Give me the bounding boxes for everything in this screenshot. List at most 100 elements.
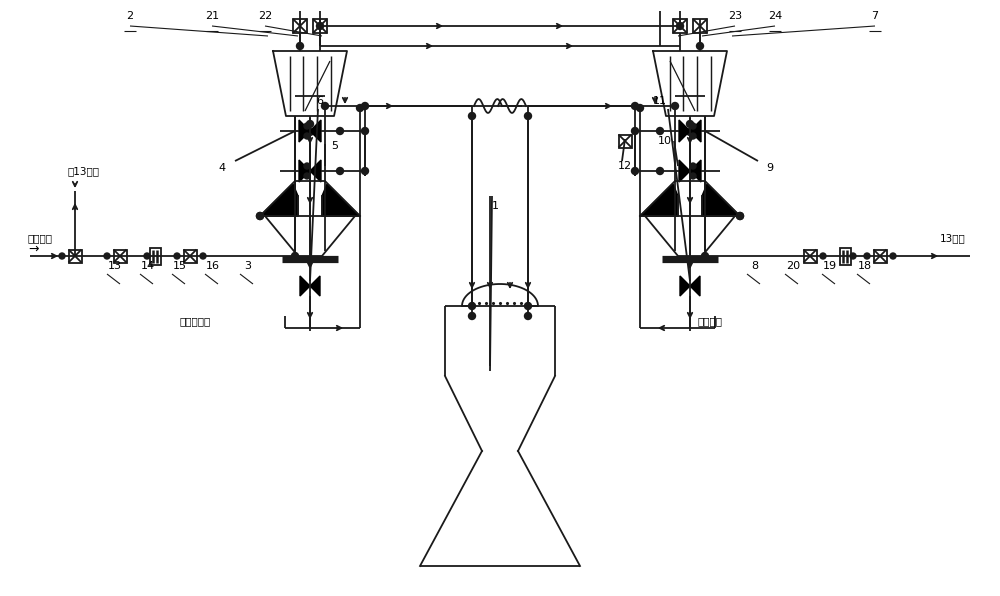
Circle shape (59, 253, 65, 259)
Circle shape (306, 120, 314, 128)
Text: 16: 16 (206, 261, 220, 271)
Circle shape (736, 213, 744, 219)
Bar (840, 247, 850, 265)
Text: 9: 9 (766, 163, 774, 173)
Polygon shape (690, 120, 701, 142)
Text: 7: 7 (871, 11, 879, 21)
Polygon shape (679, 160, 690, 182)
Circle shape (736, 213, 744, 219)
Circle shape (676, 23, 684, 29)
Polygon shape (299, 160, 310, 182)
Text: 10: 10 (658, 136, 672, 146)
Circle shape (322, 103, 328, 110)
Circle shape (200, 253, 206, 259)
Text: 3: 3 (244, 261, 252, 271)
Circle shape (362, 103, 368, 110)
Bar (114, 250, 126, 262)
Circle shape (292, 253, 298, 259)
Bar (150, 247, 160, 265)
Text: 18: 18 (858, 261, 872, 271)
Text: 20: 20 (786, 261, 800, 271)
Circle shape (690, 163, 696, 169)
Text: 4: 4 (218, 163, 226, 173)
Circle shape (524, 312, 532, 319)
Text: 12: 12 (618, 161, 632, 171)
Polygon shape (300, 276, 310, 296)
Bar (618, 135, 632, 147)
Circle shape (362, 128, 368, 135)
Circle shape (144, 253, 150, 259)
Circle shape (850, 253, 856, 259)
Bar (673, 19, 687, 33)
Bar (804, 250, 816, 262)
Circle shape (174, 253, 180, 259)
Text: →: → (28, 243, 38, 256)
Bar (184, 250, 196, 262)
Text: 1: 1 (492, 201, 498, 211)
Polygon shape (299, 120, 310, 142)
Polygon shape (680, 276, 690, 296)
Polygon shape (690, 160, 701, 182)
Circle shape (672, 103, 678, 110)
Circle shape (256, 213, 264, 219)
Circle shape (632, 103, 639, 110)
Text: 24: 24 (768, 11, 782, 21)
Polygon shape (310, 120, 321, 142)
Circle shape (468, 113, 476, 120)
Text: 22: 22 (258, 11, 272, 21)
Circle shape (656, 128, 664, 135)
Circle shape (104, 253, 110, 259)
Circle shape (632, 128, 639, 135)
Text: 高压气体: 高压气体 (28, 233, 53, 243)
Circle shape (686, 120, 694, 128)
Circle shape (820, 253, 826, 259)
Circle shape (690, 133, 696, 139)
Circle shape (336, 128, 344, 135)
Text: 11: 11 (653, 96, 667, 106)
Circle shape (304, 163, 310, 169)
Text: 14: 14 (141, 261, 155, 271)
Circle shape (468, 303, 476, 309)
Circle shape (686, 129, 694, 135)
Circle shape (690, 123, 696, 129)
Text: 氧化剂入口: 氧化剂入口 (179, 316, 211, 326)
Circle shape (656, 167, 664, 175)
Bar (313, 19, 327, 33)
Text: 8: 8 (751, 261, 759, 271)
Circle shape (890, 253, 896, 259)
Polygon shape (679, 120, 690, 142)
Text: 接13出口: 接13出口 (68, 166, 100, 176)
Bar (293, 19, 307, 33)
Text: 21: 21 (205, 11, 219, 21)
Bar (874, 250, 887, 262)
Text: 19: 19 (823, 261, 837, 271)
Circle shape (632, 167, 639, 175)
Circle shape (356, 104, 364, 111)
Polygon shape (310, 276, 320, 296)
Circle shape (306, 129, 314, 135)
Circle shape (696, 42, 704, 49)
Text: 13出口: 13出口 (940, 233, 966, 243)
Text: 2: 2 (126, 11, 134, 21)
Circle shape (336, 167, 344, 175)
Circle shape (256, 213, 264, 219)
Circle shape (468, 312, 476, 319)
Circle shape (296, 42, 304, 49)
Text: 5: 5 (332, 141, 338, 151)
Polygon shape (260, 184, 298, 216)
Circle shape (702, 253, 708, 259)
Bar (68, 250, 82, 262)
Circle shape (304, 123, 310, 129)
Circle shape (524, 303, 532, 309)
Bar (693, 19, 707, 33)
Circle shape (304, 133, 310, 139)
Text: 23: 23 (728, 11, 742, 21)
Circle shape (316, 23, 324, 29)
Polygon shape (690, 276, 700, 296)
Circle shape (690, 173, 696, 179)
Text: 13: 13 (108, 261, 122, 271)
Polygon shape (702, 184, 740, 216)
Circle shape (362, 167, 368, 175)
Circle shape (524, 113, 532, 120)
Text: 15: 15 (173, 261, 187, 271)
